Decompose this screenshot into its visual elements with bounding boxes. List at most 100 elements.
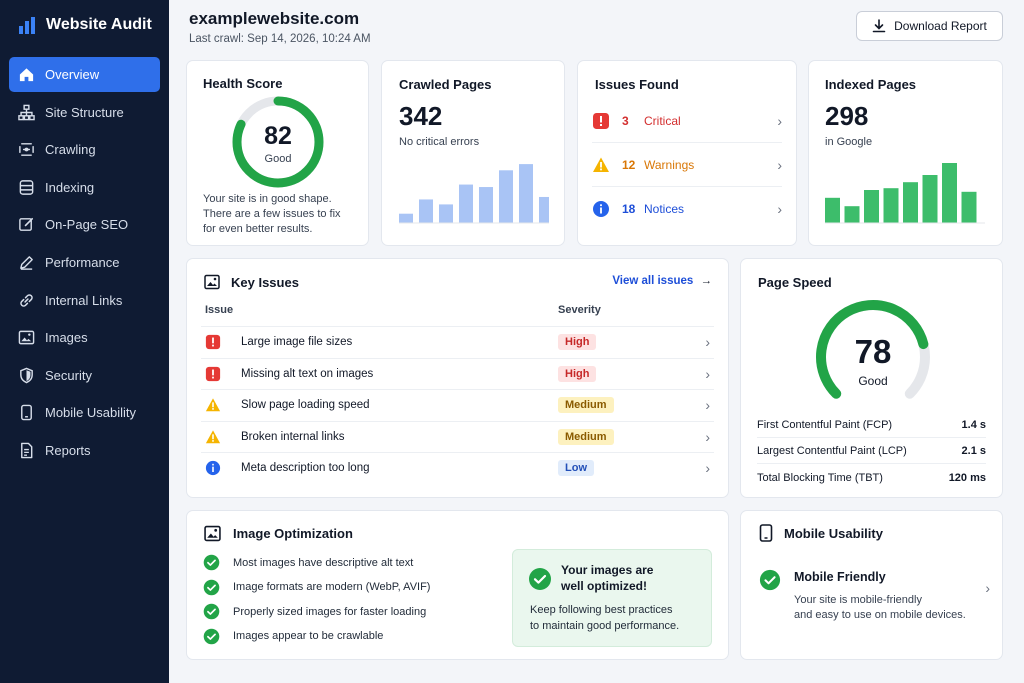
health-score-title: Health Score (203, 76, 283, 91)
key-issues-title: Key Issues (231, 275, 299, 290)
severity-column-header: Severity (558, 304, 601, 316)
indexed-pages-chart (825, 163, 985, 224)
chevron-right-icon: › (705, 365, 710, 382)
crawled-pages-sub: No critical errors (399, 136, 480, 148)
sidebar-item-site-structure[interactable]: Site Structure (9, 95, 160, 130)
chevron-right-icon: › (777, 156, 782, 173)
info-icon (593, 201, 609, 217)
callout-text-2: to maintain good performance. (530, 620, 680, 632)
issues-found-card: Issues Found 3 Critical › 12 Warnings › 18 Noti… (577, 60, 797, 246)
database-icon (19, 179, 34, 195)
arrow-right-icon: → (700, 275, 713, 287)
chevron-right-icon: › (705, 397, 710, 413)
page-speed-status: Good (858, 374, 888, 388)
image-icon (204, 525, 221, 542)
indexed-pages-value: 298 (825, 101, 869, 131)
sidebar-item-internal-links[interactable]: Internal Links (9, 283, 160, 318)
sidebar: Website Audit Overview Site Structure Craw… (0, 0, 169, 683)
table-row[interactable]: Broken internal links Medium › (201, 420, 714, 452)
indexed-pages-title: Indexed Pages (825, 77, 917, 92)
issue-summary-warnings[interactable]: 12 Warnings › (592, 143, 782, 187)
sidebar-item-reports[interactable]: Reports (9, 433, 160, 468)
image-optimized-callout: Your images are well optimized! Keep fol… (512, 549, 712, 647)
table-row[interactable]: Large image file sizes High › (201, 326, 714, 357)
sidebar-item-security[interactable]: Security (9, 358, 160, 393)
table-row[interactable]: Missing alt text on images High › (201, 357, 714, 389)
metric-label: Largest Contentful Paint (LCP) (757, 445, 907, 457)
download-report-button[interactable]: Download Report (856, 11, 1003, 41)
sidebar-item-overview[interactable]: Overview (9, 57, 160, 92)
crawled-pages-bar (419, 199, 433, 223)
callout-title-1: Your images are (561, 563, 654, 577)
chevron-right-icon: › (705, 460, 710, 476)
issue-column-header: Issue (205, 304, 234, 316)
edit-icon (19, 218, 34, 232)
issue-count: 3 (622, 113, 629, 128)
sidebar-item-indexing[interactable]: Indexing (9, 170, 160, 205)
indexed-pages-bar (942, 163, 957, 223)
severity-badge: Medium (558, 428, 614, 445)
crawled-pages-bar (439, 204, 453, 223)
table-row[interactable]: Meta description too long Low › (201, 452, 714, 483)
issue-name: Large image file sizes (241, 336, 353, 348)
severity-badge: High (558, 334, 597, 350)
crawled-pages-title: Crawled Pages (399, 77, 492, 92)
issue-summary-notices[interactable]: 18 Notices › (592, 187, 782, 231)
sidebar-item-label: Security (45, 367, 92, 383)
issue-name: Broken internal links (241, 430, 345, 443)
severity-badge: Medium (558, 397, 614, 413)
crawled-pages-value: 342 (399, 101, 443, 131)
health-score-status: Good (264, 153, 292, 165)
bar-chart-logo-icon (19, 17, 35, 34)
severity-badge: High (558, 365, 597, 382)
image-icon (204, 274, 220, 290)
view-all-issues-label: View all issues (612, 275, 694, 287)
sidebar-item-on-page-seo[interactable]: On-Page SEO (9, 207, 160, 242)
brand-title: Website Audit (46, 16, 152, 33)
indexed-pages-bar (961, 191, 977, 223)
health-desc-1: Your site is in good shape. (203, 193, 332, 205)
health-score-card: Health Score 82 Good Your site is in goo… (186, 60, 369, 246)
sidebar-item-label: Site Structure (45, 104, 124, 120)
mobile-desc-1: Your site is mobile-friendly (794, 594, 922, 606)
download-icon (872, 19, 886, 33)
check-item: Most images have descriptive alt text (203, 554, 413, 571)
page-speed-arc (816, 300, 929, 399)
crawled-pages-bar (539, 196, 549, 223)
chevron-right-icon: › (985, 580, 990, 596)
table-row[interactable]: Slow page loading speed Medium › (201, 389, 714, 420)
sidebar-item-label: Overview (45, 67, 100, 82)
metric-label: Total Blocking Time (TBT) (757, 471, 883, 484)
health-score-arc (232, 96, 324, 188)
sidebar-item-crawling[interactable]: Crawling (9, 132, 160, 167)
issue-count: 12 (622, 157, 636, 172)
sidebar-item-label: Indexing (45, 179, 95, 195)
sidebar-nav: Overview Site Structure Crawling Indexing On… (0, 57, 169, 468)
crawled-pages-bar (459, 184, 473, 223)
error-icon (205, 366, 221, 381)
issue-label: Warnings (644, 157, 695, 172)
issue-summary-critical[interactable]: 3 Critical › (592, 99, 782, 143)
warning-icon (205, 398, 221, 412)
health-score-gauge (232, 96, 324, 188)
link-icon (20, 293, 33, 307)
sidebar-item-label: On-Page SEO (45, 217, 129, 233)
indexed-pages-bar (903, 182, 918, 223)
sidebar-item-performance[interactable]: Performance (9, 245, 160, 280)
sidebar-item-images[interactable]: Images (9, 320, 160, 355)
speed-metric-row: Total Blocking Time (TBT) 120 ms (757, 465, 986, 490)
check-item: Image formats are modern (WebP, AVIF) (203, 579, 430, 596)
shield-icon (20, 367, 33, 384)
issues-found-title: Issues Found (595, 77, 679, 92)
check-circle-icon (759, 569, 781, 591)
crawl-icon (19, 143, 34, 157)
sidebar-item-mobile-usability[interactable]: Mobile Usability (9, 395, 160, 430)
mobile-friendly-item[interactable]: Mobile Friendly Your site is mobile-frie… (741, 561, 1004, 631)
view-all-issues-link[interactable]: View all issues → (612, 275, 712, 287)
site-title: examplewebsite.com (189, 9, 360, 28)
issue-label: Notices (644, 202, 685, 216)
check-item: Images appear to be crawlable (203, 628, 383, 645)
image-icon (18, 330, 35, 345)
crawled-pages-bar (399, 213, 413, 223)
check-circle-icon (203, 554, 220, 571)
